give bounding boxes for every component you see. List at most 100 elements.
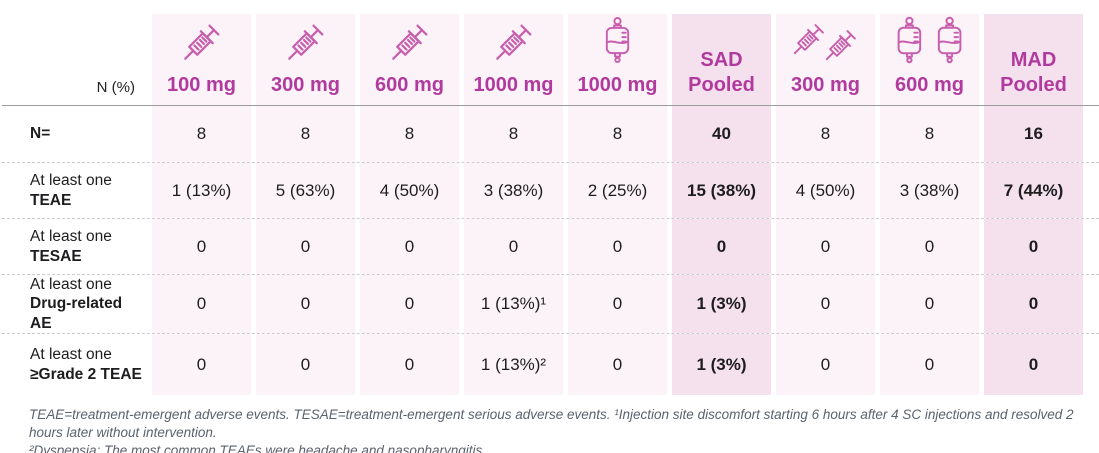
value-cell: 0 — [152, 334, 251, 396]
value-cell: 1 (3%) — [672, 334, 771, 396]
value-cell: 16 — [984, 106, 1083, 162]
value-cell: 0 — [776, 219, 875, 274]
column-header: 1000 mg — [568, 0, 667, 105]
column-header: 100 mg — [152, 0, 251, 105]
value-cell: 8 — [776, 106, 875, 162]
row-label-line2: TESAE — [30, 247, 82, 265]
value-cell: 0 — [568, 219, 667, 274]
row-label-line1: At least one — [30, 172, 112, 190]
value-cell: 0 — [464, 219, 563, 274]
column-icon-box — [892, 14, 968, 73]
value-cell: 1 (13%)¹ — [464, 275, 563, 334]
value-cell: 3 (38%) — [880, 163, 979, 218]
syringe-icon — [383, 15, 437, 69]
row-label: At least one ≥Grade 2 TEAE — [2, 334, 147, 396]
value-cell: 0 — [152, 275, 251, 334]
column-label: SAD Pooled — [688, 49, 755, 96]
footnote-dyspepsia: ²Dyspepsia; The most common TEAEs were h… — [29, 442, 483, 453]
footnote-abbreviations: TEAE=treatment-emergent adverse events. … — [29, 407, 1074, 440]
column-label: 1000 mg — [473, 74, 554, 96]
value-cell: 0 — [256, 219, 355, 274]
value-cell: 0 — [880, 334, 979, 396]
column-header: SAD Pooled — [672, 0, 771, 105]
value-cell: 1 (13%)² — [464, 334, 563, 396]
value-cell: 0 — [880, 275, 979, 334]
value-cell: 1 (3%) — [672, 275, 771, 334]
column-label: 600 mg — [375, 74, 444, 96]
column-header: 300 mg — [256, 0, 355, 105]
column-header: 300 mg — [776, 0, 875, 105]
column-label: 300 mg — [271, 74, 340, 96]
column-label: MAD Pooled — [1000, 49, 1067, 96]
value-cell: 0 — [568, 334, 667, 396]
value-cell: 0 — [256, 334, 355, 396]
column-label: 600 mg — [895, 74, 964, 96]
corner-label: N (%) — [96, 79, 135, 96]
column-header: MAD Pooled — [984, 0, 1083, 105]
value-cell: 0 — [568, 275, 667, 334]
value-cell: 0 — [984, 275, 1083, 334]
column-icon-box — [487, 14, 541, 73]
double-iv-bag-icon — [897, 16, 961, 64]
value-cell: 0 — [360, 219, 459, 274]
value-cell: 0 — [360, 334, 459, 396]
value-cell: 8 — [464, 106, 563, 162]
column-icon-box — [786, 14, 866, 73]
column-header: 600 mg — [880, 0, 979, 105]
row-label: At least one TESAE — [2, 219, 147, 274]
column-icon-box — [175, 14, 229, 73]
value-cell: 40 — [672, 106, 771, 162]
value-cell: 4 (50%) — [776, 163, 875, 218]
row-label-line2: ≥Grade 2 TEAE — [30, 365, 142, 383]
value-cell: 2 (25%) — [568, 163, 667, 218]
value-cell: 7 (44%) — [984, 163, 1083, 218]
value-cell: 1 (13%) — [152, 163, 251, 218]
value-cell: 0 — [776, 334, 875, 396]
column-icon-box — [279, 14, 333, 73]
column-icon-box — [601, 14, 634, 73]
value-cell: 8 — [152, 106, 251, 162]
row-label-line2: Drug-related AE — [30, 295, 123, 332]
value-cell: 0 — [152, 219, 251, 274]
value-cell: 3 (38%) — [464, 163, 563, 218]
ae-summary-table: N (%) 100 mg 300 mg 600 mg 1000 mg 1000 … — [2, 0, 1099, 396]
value-cell: 8 — [880, 106, 979, 162]
value-cell: 4 (50%) — [360, 163, 459, 218]
syringe-icon — [487, 15, 541, 69]
table-row: At least one TEAE 1 (13%) 5 (63%) 4 (50%) 3… — [2, 162, 1099, 218]
value-cell: 0 — [984, 219, 1083, 274]
column-icon-box — [383, 14, 437, 73]
row-label: At least one TEAE — [2, 163, 147, 218]
table-row: N= 8 8 8 8 8 40 8 8 16 — [2, 106, 1099, 162]
row-label-line1: At least one — [30, 228, 112, 246]
value-cell: 0 — [984, 334, 1083, 396]
row-label: N= — [2, 106, 147, 162]
row-label-line2: TEAE — [30, 191, 72, 209]
row-label-line1: At least one — [30, 276, 112, 293]
table-header-row: N (%) 100 mg 300 mg 600 mg 1000 mg 1000 … — [2, 0, 1099, 106]
value-cell: 0 — [776, 275, 875, 334]
value-cell: 8 — [256, 106, 355, 162]
value-cell: 15 (38%) — [672, 163, 771, 218]
row-label-line1: At least one — [30, 346, 112, 364]
value-cell: 0 — [256, 275, 355, 334]
column-label: 300 mg — [791, 74, 860, 96]
column-label: 1000 mg — [577, 74, 658, 96]
syringe-icon — [175, 15, 229, 69]
value-cell: 8 — [568, 106, 667, 162]
row-label-line1: N= — [30, 125, 51, 143]
syringe-icon — [279, 15, 333, 69]
value-cell: 5 (63%) — [256, 163, 355, 218]
column-label: 100 mg — [167, 74, 236, 96]
double-syringe-icon — [788, 22, 857, 65]
footnotes: TEAE=treatment-emergent adverse events. … — [29, 406, 1099, 453]
row-label: At least one Drug-related AE — [2, 275, 147, 334]
column-header: 1000 mg — [464, 0, 563, 105]
value-cell: 0 — [360, 275, 459, 334]
value-cell: 0 — [880, 219, 979, 274]
value-cell: 8 — [360, 106, 459, 162]
